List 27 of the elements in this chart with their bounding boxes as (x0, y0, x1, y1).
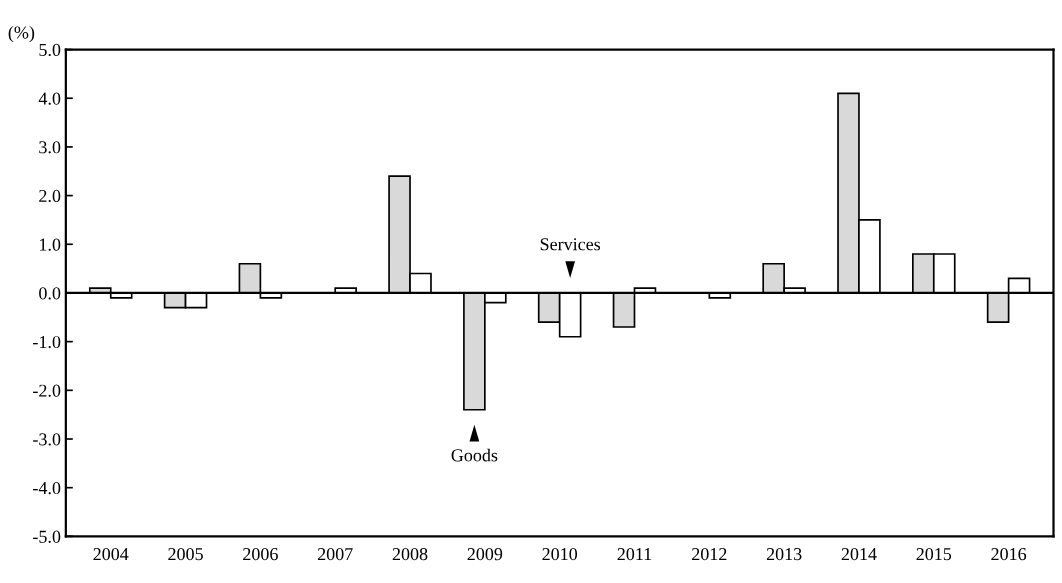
y-tick-label: -2.0 (33, 384, 61, 397)
y-tick-label: -4.0 (33, 481, 61, 495)
annotation: Goods (451, 448, 498, 462)
x-tick-label: 2009 (467, 547, 503, 561)
x-tick-label: 2011 (617, 547, 652, 561)
y-tick-label: -5.0 (33, 530, 61, 543)
x-tick-label: 2004 (93, 547, 129, 561)
y-tick-label: 5.0 (39, 43, 61, 57)
x-tick-label: 2014 (841, 547, 877, 561)
y-tick-label: 3.0 (39, 141, 61, 154)
x-tick-label: 2007 (317, 547, 353, 561)
x-tick-label: 2010 (542, 547, 578, 561)
x-tick-label: 2012 (692, 547, 727, 561)
x-tick-label: 2016 (991, 547, 1027, 561)
y-tick-label: 4.0 (38, 92, 61, 105)
y-tick-label: -1.0 (33, 335, 61, 349)
y-axis-title: (%) (8, 25, 35, 43)
x-tick-label: 2013 (766, 547, 802, 561)
x-tick-label: 2005 (168, 547, 203, 561)
y-tick-label: -3.0 (33, 433, 61, 446)
x-tick-label: 2006 (243, 547, 278, 561)
x-tick-label: 2008 (392, 547, 428, 561)
annotation: Services (540, 238, 601, 251)
y-tick-label: 1.0 (40, 238, 61, 251)
y-tick-label: 0.0 (39, 287, 61, 300)
x-tick-label: 2015 (916, 547, 952, 561)
y-tick-label: 2.0 (39, 189, 61, 203)
